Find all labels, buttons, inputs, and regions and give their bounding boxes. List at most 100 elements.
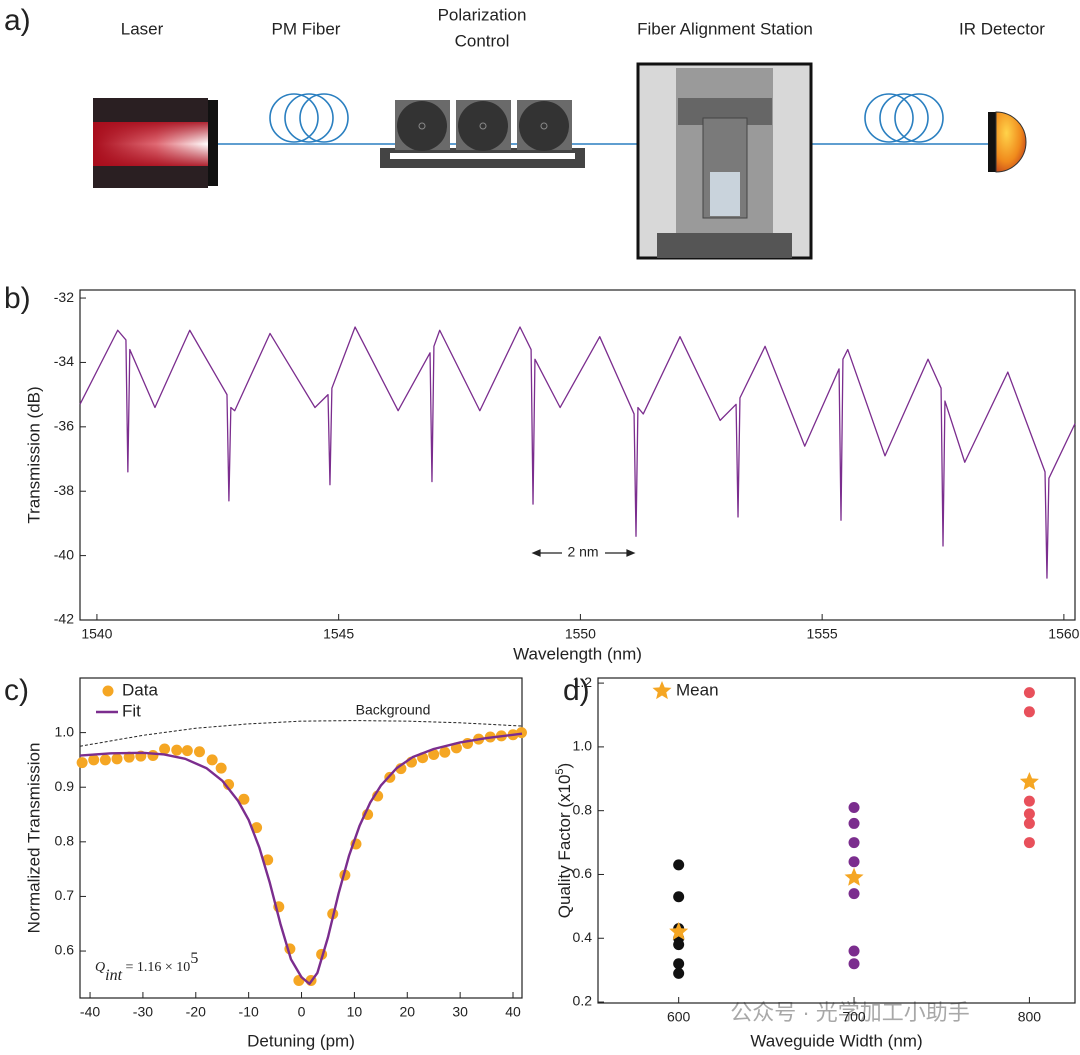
y-tick-label: -42 xyxy=(54,611,74,627)
dot-marker xyxy=(1023,817,1035,829)
dot-marker xyxy=(428,748,440,760)
alignment-station xyxy=(636,62,813,260)
panel-label: a) xyxy=(4,4,31,37)
background-line xyxy=(79,720,523,747)
background-label: Background xyxy=(356,702,431,718)
star-marker xyxy=(669,921,689,940)
x-tick-label: 800 xyxy=(1018,1009,1042,1025)
dot-marker xyxy=(673,859,685,871)
x-tick-label: 700 xyxy=(842,1009,866,1025)
annotation-symbol: Q xyxy=(95,960,105,975)
y-tick-label: -32 xyxy=(54,289,74,305)
dot-marker xyxy=(848,888,860,900)
x-axis-label: Wavelength (nm) xyxy=(513,644,642,663)
annotation: Qint = 1.16 × 105 xyxy=(95,950,198,984)
legend-label: Mean xyxy=(676,680,719,699)
fiber-label: PM Fiber xyxy=(272,19,341,38)
dot-marker xyxy=(293,975,305,987)
dot-marker xyxy=(1023,687,1035,699)
legend-label: Data xyxy=(122,680,158,699)
y-axis-label: Transmission (dB) xyxy=(24,386,43,523)
dot-marker xyxy=(848,958,860,970)
dot-marker xyxy=(99,754,111,766)
dot-marker xyxy=(1023,808,1035,820)
x-tick-label: 10 xyxy=(347,1004,363,1020)
dot-marker xyxy=(181,745,193,757)
y-tick-label: 0.6 xyxy=(573,865,593,881)
y-tick-label: 1.0 xyxy=(573,738,593,754)
y-tick-label: 0.7 xyxy=(55,887,75,903)
x-tick-label: 1545 xyxy=(323,626,354,642)
y-tick-label: 0.9 xyxy=(55,778,75,794)
legend-swatch xyxy=(102,685,114,697)
detector xyxy=(995,111,1027,173)
station-label: Fiber Alignment Station xyxy=(637,19,813,38)
y-tick-label: 0.2 xyxy=(573,993,593,1009)
y-tick-label: 1.2 xyxy=(573,674,593,690)
laser-plate xyxy=(208,100,218,186)
series-line xyxy=(79,732,523,985)
y-tick-label: -40 xyxy=(54,546,74,562)
dot-marker xyxy=(215,762,227,774)
dot-marker xyxy=(111,753,123,765)
dot-marker xyxy=(76,757,88,769)
x-tick-label: -30 xyxy=(133,1004,153,1020)
plot-frame xyxy=(79,289,1076,621)
x-tick-label: -20 xyxy=(186,1004,206,1020)
x-tick-label: 0 xyxy=(298,1004,306,1020)
dot-marker xyxy=(848,856,860,868)
dot-marker xyxy=(673,939,685,951)
dot-marker xyxy=(238,793,250,805)
y-tick-label: 0.6 xyxy=(55,942,75,958)
x-axis-label: Detuning (pm) xyxy=(247,1031,355,1050)
x-tick-label: 1540 xyxy=(81,626,112,642)
dot-marker xyxy=(848,817,860,829)
dot-marker xyxy=(848,837,860,849)
annotation-superscript: 5 xyxy=(190,950,198,967)
x-tick-label: 30 xyxy=(452,1004,468,1020)
dot-marker xyxy=(848,945,860,957)
annotation-subscript: int xyxy=(105,967,122,984)
dot-marker xyxy=(673,967,685,979)
x-tick-label: 40 xyxy=(505,1004,521,1020)
polarization-label: Control xyxy=(455,31,510,50)
legend-swatch xyxy=(652,681,672,700)
y-tick-label: 0.4 xyxy=(573,929,593,945)
star-marker xyxy=(1019,771,1039,791)
dot-marker xyxy=(147,750,159,762)
dot-marker xyxy=(171,744,183,756)
dot-marker xyxy=(88,754,100,766)
panel-label: c) xyxy=(4,674,29,707)
watermark: 公众号 · 光学加工小助手 xyxy=(730,1000,970,1025)
polarization-controller xyxy=(380,100,585,168)
y-axis-label-part: 5 xyxy=(554,768,566,774)
span-arrow xyxy=(531,549,636,557)
y-tick-label: -38 xyxy=(54,482,74,498)
detector-label: IR Detector xyxy=(959,19,1045,38)
dot-marker xyxy=(223,778,235,790)
dot-marker xyxy=(1023,795,1035,807)
dot-marker xyxy=(848,801,860,813)
dot-marker xyxy=(673,958,685,970)
annotation: 2 nm xyxy=(567,544,598,560)
dot-marker xyxy=(159,743,171,755)
dot-marker xyxy=(1023,706,1035,718)
annotation-body: = 1.16 × 10 xyxy=(122,960,190,975)
plot-frame xyxy=(79,677,523,999)
y-axis-label-part: ) xyxy=(555,763,574,769)
x-axis-label: Waveguide Width (nm) xyxy=(750,1031,922,1050)
legend-label: Fit xyxy=(122,701,141,720)
y-axis-label: Quality Factor (x105) xyxy=(554,763,575,918)
y-axis-label: Normalized Transmission xyxy=(24,743,43,934)
y-tick-label: 1.0 xyxy=(55,723,75,739)
dot-marker xyxy=(673,891,685,903)
x-tick-label: -40 xyxy=(80,1004,100,1020)
setup-diagram: a) Laser PM Fiber Polarization Control F… xyxy=(4,4,1045,260)
y-tick-label: 0.8 xyxy=(55,833,75,849)
laser-beam xyxy=(93,122,208,166)
dot-marker xyxy=(206,754,218,766)
fiber-coil xyxy=(269,93,944,143)
dot-marker xyxy=(439,746,451,758)
x-tick-label: 1550 xyxy=(565,626,596,642)
